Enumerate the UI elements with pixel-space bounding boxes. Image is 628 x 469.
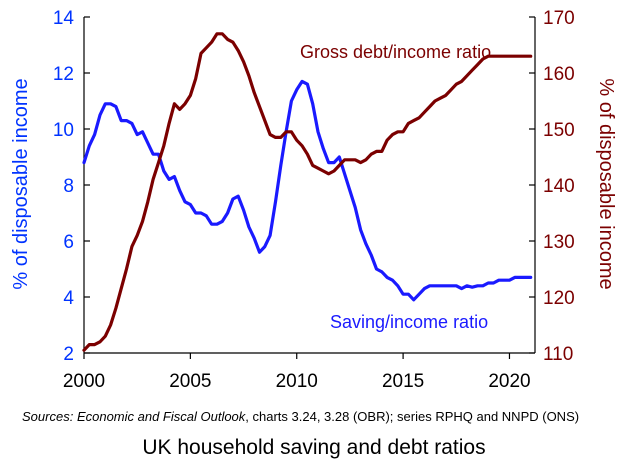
left-tick-label: 2	[63, 344, 74, 365]
source-publication: Economic and Fiscal Outlook	[76, 409, 246, 424]
left-tick-label: 14	[53, 8, 75, 29]
debt-ratio-line	[82, 32, 533, 352]
x-tick-label: 2020	[488, 371, 530, 392]
x-tick-label: 2015	[382, 371, 424, 392]
source-prefix: Sources:	[22, 409, 74, 424]
debt-series-label: Gross debt/income ratio	[300, 42, 491, 62]
debt-series	[82, 32, 533, 352]
x-tick-label: 2000	[63, 371, 105, 392]
right-tick-label: 110	[543, 344, 573, 365]
chart-caption: UK household saving and debt ratios	[142, 436, 486, 459]
left-tick-label: 8	[63, 176, 74, 197]
right-tick-label: 130	[543, 232, 575, 253]
right-tick-label: 160	[543, 64, 575, 85]
left-axis-title: % of disposable income	[10, 78, 32, 289]
left-axis-ticks: 2 4 6 8 10 12 14	[53, 8, 90, 365]
x-axis-ticks: 2000 2005 2010 2015 2020	[63, 353, 531, 392]
right-axis-title: % of disposable income	[595, 78, 617, 289]
source-note: Sources: Economic and Fiscal Outlook, ch…	[22, 409, 579, 424]
right-tick-label: 120	[543, 288, 575, 309]
saving-series-label: Saving/income ratio	[330, 312, 488, 332]
right-tick-label: 140	[543, 176, 575, 197]
saving-series	[82, 79, 533, 302]
dual-axis-line-chart: 2000 2005 2010 2015 2020 2 4 6 8 10 12 14 110 120 13…	[10, 8, 617, 392]
x-tick-label: 2010	[276, 371, 318, 392]
right-tick-label: 150	[543, 120, 575, 141]
source-details: , charts 3.24, 3.28 (OBR); series RPHQ a…	[245, 409, 580, 424]
left-tick-label: 4	[63, 288, 74, 309]
right-axis-ticks: 110 120 130 140 150 160 170	[529, 8, 575, 365]
x-tick-label: 2005	[169, 371, 211, 392]
left-tick-label: 12	[53, 64, 74, 85]
left-tick-label: 6	[63, 232, 74, 253]
left-tick-label: 10	[53, 120, 74, 141]
right-tick-label: 170	[543, 8, 575, 29]
saving-ratio-line	[82, 79, 533, 302]
